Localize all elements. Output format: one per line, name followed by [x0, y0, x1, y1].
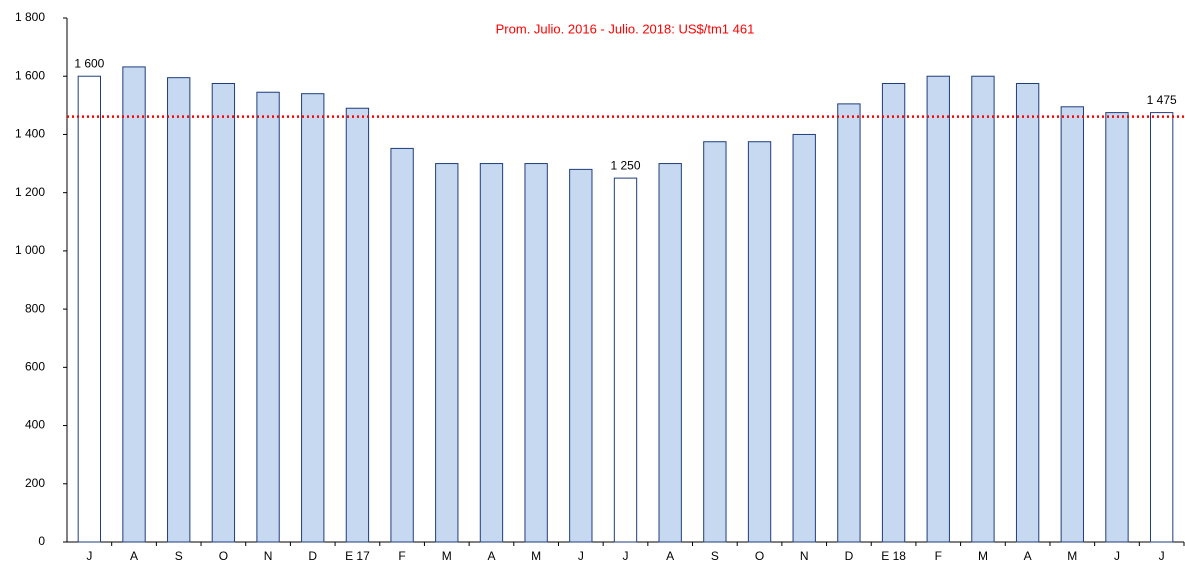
- bar: [122, 66, 146, 543]
- x-tick-label: A: [666, 549, 674, 562]
- x-tick-label: E 18: [881, 549, 906, 562]
- bar: [703, 141, 727, 543]
- value-label: 1 475: [1147, 93, 1177, 107]
- bar: [390, 147, 414, 543]
- x-tick-label: N: [264, 549, 273, 562]
- y-tick-label: 800: [25, 301, 45, 315]
- average-annotation: Prom. Julio. 2016 - Julio. 2018: US$/tm1…: [496, 21, 755, 36]
- x-tick-label: D: [845, 549, 854, 562]
- bar: [658, 163, 682, 543]
- bar: [1015, 83, 1040, 543]
- bar: [569, 168, 593, 543]
- x-tick-label: M: [531, 549, 541, 562]
- bar: [926, 75, 950, 543]
- x-tick-label: A: [487, 549, 495, 562]
- y-tick-label: 200: [25, 476, 45, 490]
- x-tick-label: M: [978, 549, 988, 562]
- y-tick-label: 1 000: [15, 243, 45, 257]
- bar: [524, 163, 548, 543]
- x-tick-label: J: [1159, 549, 1165, 562]
- x-tick-label: M: [1067, 549, 1077, 562]
- y-tick-label: 1 800: [15, 10, 45, 24]
- bar: [435, 163, 459, 543]
- y-tick-label: 0: [38, 534, 45, 548]
- x-tick-label: F: [398, 549, 405, 562]
- value-label: 1 600: [74, 56, 104, 70]
- x-tick-label: S: [711, 549, 719, 562]
- bar: [747, 141, 772, 543]
- x-tick-label: A: [1024, 549, 1032, 562]
- x-tick-label: J: [623, 549, 629, 562]
- bar: [345, 107, 370, 543]
- x-tick-label: J: [86, 549, 92, 562]
- bar: [167, 77, 191, 543]
- x-tick-label: O: [219, 549, 228, 562]
- value-label: 1 250: [610, 158, 640, 172]
- bar: [881, 83, 906, 543]
- x-tick-label: J: [1114, 549, 1120, 562]
- bar: [1149, 112, 1174, 543]
- bar: [479, 163, 504, 543]
- bar: [1060, 106, 1084, 543]
- y-tick-label: 1 400: [15, 127, 45, 141]
- bar: [1105, 112, 1129, 543]
- x-tick-label: S: [175, 549, 183, 562]
- y-tick-label: 1 200: [15, 185, 45, 199]
- bar: [77, 75, 102, 543]
- bar: [971, 75, 995, 543]
- bar: [613, 177, 638, 543]
- x-tick-label: M: [442, 549, 452, 562]
- y-tick-label: 400: [25, 418, 45, 432]
- bar: [211, 83, 236, 543]
- x-tick-label: A: [130, 549, 138, 562]
- x-tick-label: E 17: [345, 549, 370, 562]
- y-tick-label: 1 600: [15, 68, 45, 82]
- y-tick-label: 600: [25, 360, 45, 374]
- x-tick-label: J: [578, 549, 584, 562]
- bar: [792, 133, 816, 543]
- bar: [256, 91, 280, 543]
- x-tick-label: F: [935, 549, 942, 562]
- bar: [301, 93, 325, 543]
- x-tick-label: N: [800, 549, 809, 562]
- x-tick-label: D: [308, 549, 317, 562]
- bar: [837, 103, 861, 543]
- x-tick-label: O: [755, 549, 764, 562]
